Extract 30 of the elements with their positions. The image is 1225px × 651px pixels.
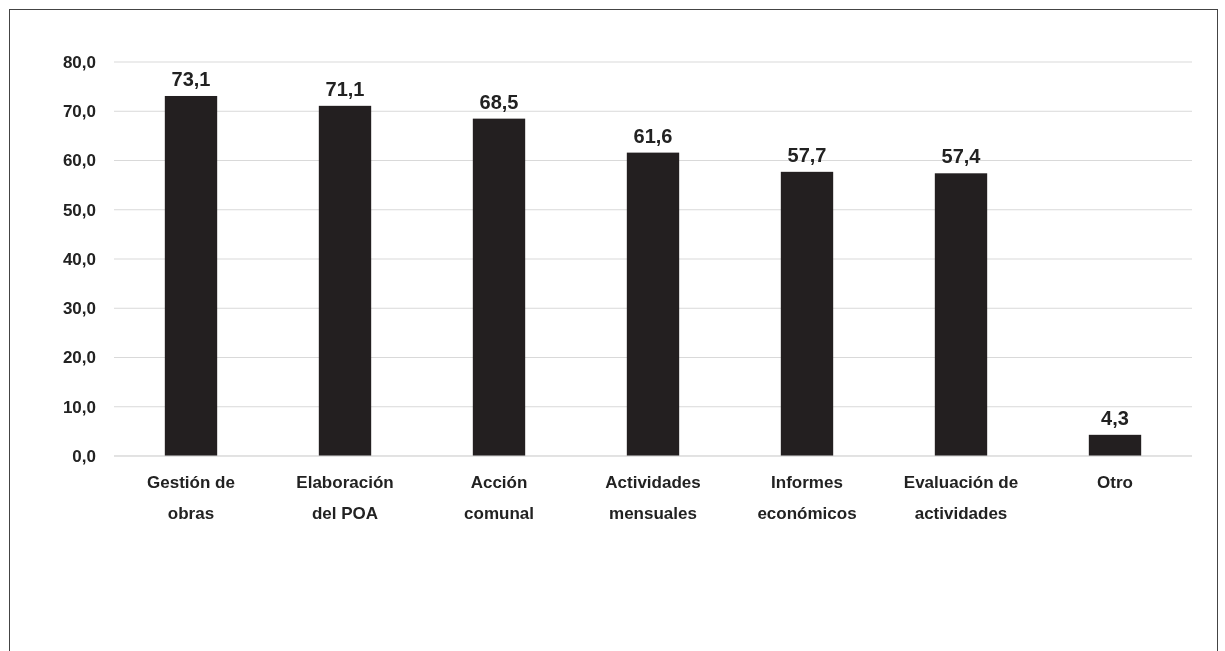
data-label: 71,1 [325, 77, 365, 100]
bar [780, 171, 834, 456]
y-tick-label: 70,0 [62, 102, 96, 122]
x-tick-label: Actividades mensuales [605, 473, 701, 523]
x-tick-label: Acción comunal [464, 473, 534, 523]
y-tick-label: 50,0 [62, 200, 96, 220]
x-tick-label: Informes económicos [757, 473, 857, 523]
data-label: 68,5 [479, 90, 519, 113]
x-tick-label: Otro [1097, 473, 1133, 492]
y-tick-label: 80,0 [62, 52, 96, 72]
data-label: 57,7 [787, 143, 827, 166]
data-label: 57,4 [941, 145, 982, 168]
data-label: 4,3 [1101, 406, 1129, 429]
x-tick-label: Gestión de obras [147, 473, 235, 523]
y-tick-label: 30,0 [62, 299, 96, 319]
bar [1088, 434, 1142, 456]
data-label: 73,1 [171, 67, 211, 90]
y-tick-label: 60,0 [62, 151, 96, 171]
bar [472, 118, 526, 456]
y-tick-label: 0,0 [72, 446, 96, 466]
x-tick-label: Evaluación de actividades [903, 473, 1019, 523]
y-tick-label: 10,0 [62, 397, 96, 417]
x-tick-label: Elaboración del POA [296, 473, 394, 523]
y-tick-label: 40,0 [62, 249, 96, 269]
bar [626, 152, 680, 456]
y-tick-label: 20,0 [62, 348, 96, 368]
bar [934, 173, 988, 456]
bar [164, 95, 218, 456]
data-label: 61,6 [633, 124, 673, 147]
bar [318, 105, 372, 456]
